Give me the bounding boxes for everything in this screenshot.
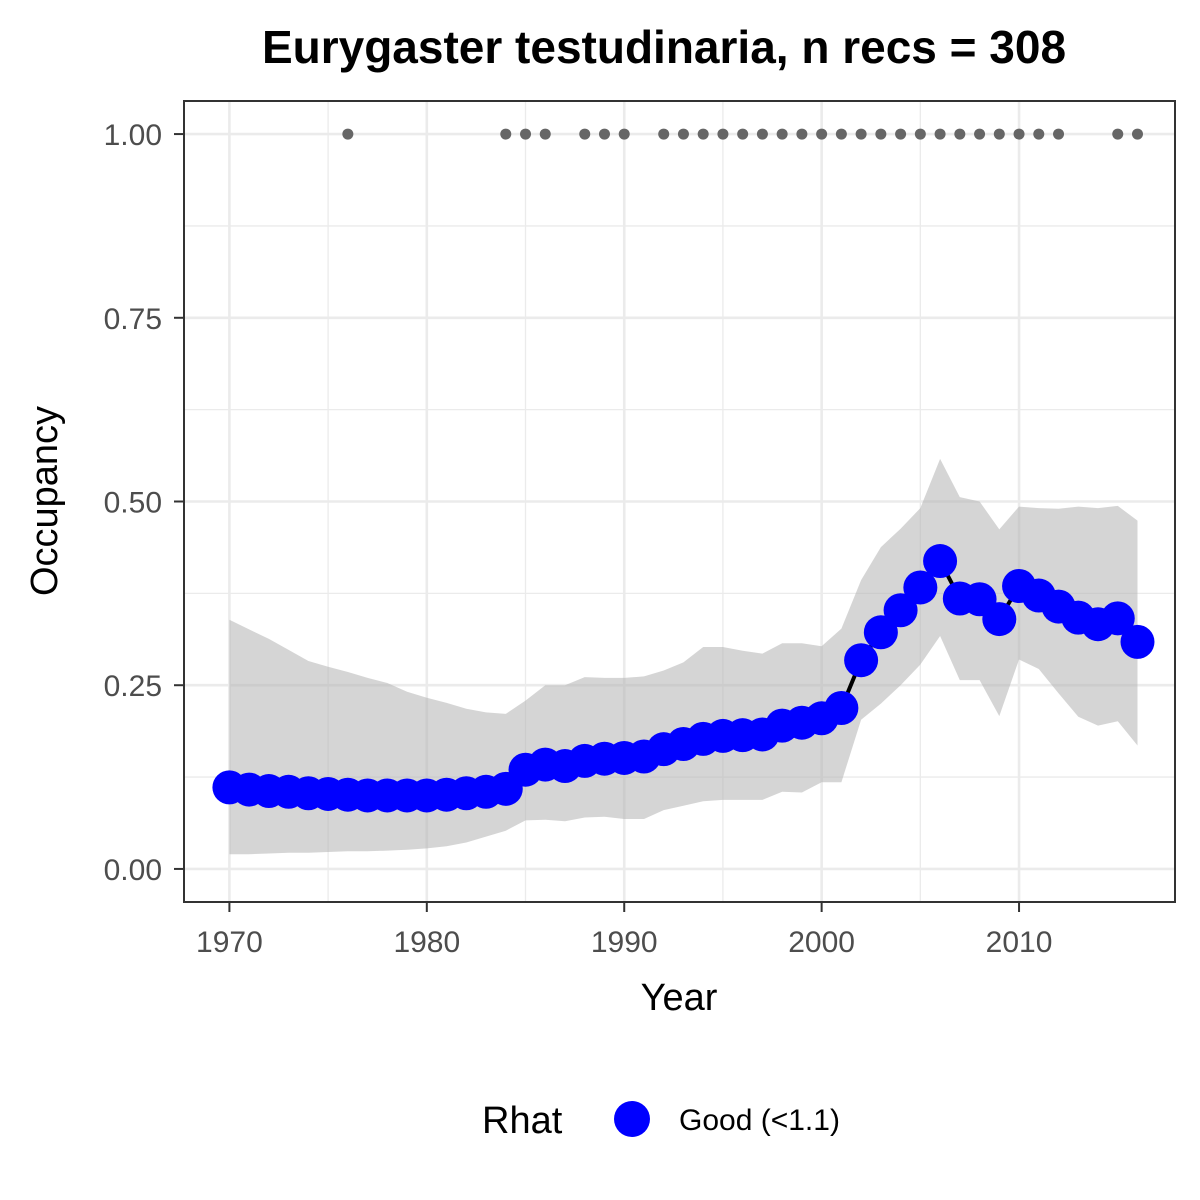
- occupancy-point: [844, 643, 879, 678]
- x-tick-label: 2010: [986, 926, 1053, 959]
- record-point: [677, 128, 689, 140]
- record-point: [835, 128, 847, 140]
- y-tick-label: 0.00: [104, 854, 162, 887]
- occupancy-point: [1120, 624, 1155, 659]
- record-point: [1013, 128, 1025, 140]
- legend: Rhat Good (<1.1): [482, 1100, 840, 1142]
- occupancy-point: [824, 690, 859, 725]
- occupancy-point: [982, 602, 1017, 637]
- occupancy-point: [923, 544, 958, 579]
- record-point: [1053, 128, 1065, 140]
- occupancy-point: [883, 593, 918, 628]
- occupancy-point: [903, 570, 938, 605]
- y-axis: 0.00 0.25 0.50 0.75 1.00: [104, 119, 184, 887]
- occupancy-point: [1100, 601, 1135, 636]
- record-point: [895, 128, 907, 140]
- y-tick-label: 1.00: [104, 119, 162, 152]
- record-point: [520, 128, 532, 140]
- record-point: [974, 128, 986, 140]
- record-point: [1112, 128, 1124, 140]
- record-point: [717, 128, 729, 140]
- record-point: [914, 128, 926, 140]
- record-point: [875, 128, 887, 140]
- record-point: [539, 128, 551, 140]
- record-point: [756, 128, 768, 140]
- record-point: [776, 128, 788, 140]
- record-point: [579, 128, 591, 140]
- record-point: [500, 128, 512, 140]
- y-tick-label: 0.25: [104, 670, 162, 703]
- y-tick-label: 0.50: [104, 487, 162, 520]
- legend-key-good: [614, 1101, 650, 1137]
- chart-title: Eurygaster testudinaria, n recs = 308: [262, 21, 1066, 73]
- y-tick-label: 0.75: [104, 303, 162, 336]
- record-point: [934, 128, 946, 140]
- record-point: [796, 128, 808, 140]
- x-tick-label: 1970: [196, 926, 263, 959]
- record-point: [697, 128, 709, 140]
- record-point: [737, 128, 749, 140]
- x-axis: 1970 1980 1990 2000 2010: [196, 902, 1052, 959]
- record-point: [658, 128, 670, 140]
- x-tick-label: 1980: [393, 926, 460, 959]
- record-point: [342, 128, 354, 140]
- y-axis-title: Occupancy: [24, 406, 66, 596]
- record-point: [1131, 128, 1143, 140]
- occupancy-point: [863, 615, 898, 650]
- record-point: [1033, 128, 1045, 140]
- legend-label-good: Good (<1.1): [679, 1104, 840, 1137]
- x-axis-title: Year: [641, 977, 718, 1019]
- record-point: [993, 128, 1005, 140]
- x-tick-label: 1990: [591, 926, 658, 959]
- occupancy-points-layer: [212, 544, 1155, 813]
- legend-title: Rhat: [482, 1100, 563, 1142]
- record-point: [816, 128, 828, 140]
- confidence-ribbon-layer: [229, 458, 1138, 855]
- record-point: [598, 128, 610, 140]
- confidence-ribbon: [229, 458, 1138, 855]
- record-point: [954, 128, 966, 140]
- x-tick-label: 2000: [788, 926, 855, 959]
- record-point: [855, 128, 867, 140]
- record-points-layer: [342, 128, 1143, 140]
- record-point: [618, 128, 630, 140]
